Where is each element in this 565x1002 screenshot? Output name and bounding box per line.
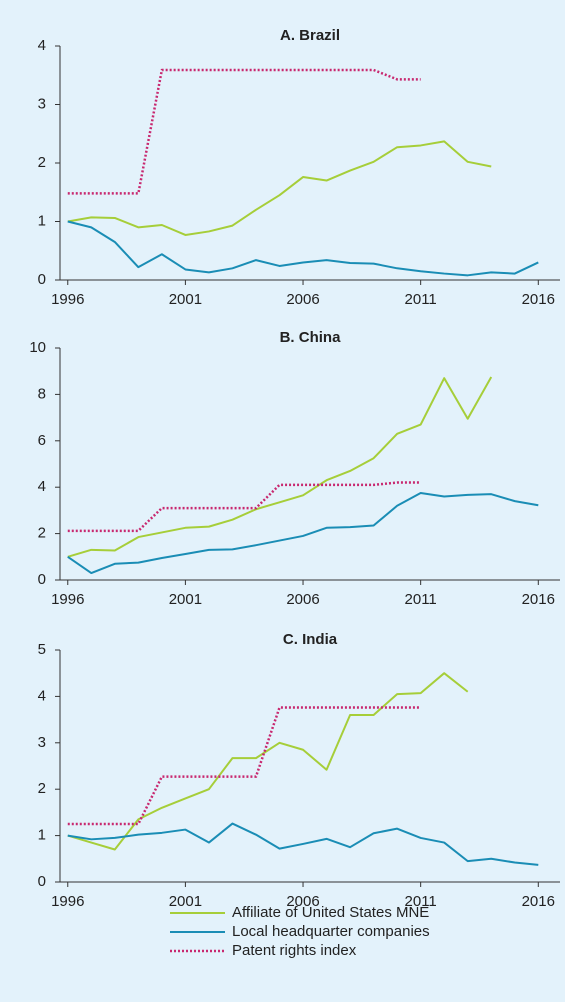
series-line (67, 822, 539, 866)
x-tick-label: 2001 (169, 291, 202, 308)
series-line (67, 706, 421, 826)
y-tick-label: 2 (38, 780, 46, 797)
legend-label: Affiliate of United States MNE (232, 904, 429, 921)
x-tick-label: 2001 (169, 591, 202, 608)
y-tick-label: 8 (38, 385, 46, 402)
x-tick-label: 2006 (286, 893, 319, 910)
y-tick-label: 4 (38, 37, 46, 54)
series-line (67, 68, 421, 195)
legend-label: Local headquarter companies (232, 923, 430, 940)
y-tick-label: 10 (29, 339, 46, 356)
y-tick-label: 3 (38, 734, 46, 751)
y-tick-label: 4 (38, 687, 46, 704)
chart-title: A. Brazil (280, 27, 340, 44)
y-tick-label: 4 (38, 478, 46, 495)
y-tick-label: 1 (38, 212, 46, 229)
legend-label: Patent rights index (232, 942, 357, 959)
y-tick-label: 5 (38, 641, 46, 658)
x-tick-label: 2011 (405, 291, 437, 308)
series-line (67, 492, 539, 575)
x-tick-label: 1996 (51, 291, 84, 308)
y-tick-label: 0 (38, 571, 46, 588)
x-tick-label: 2016 (522, 893, 555, 910)
x-tick-label: 1996 (51, 893, 84, 910)
x-tick-label: 1996 (51, 591, 84, 608)
series-line (67, 220, 539, 277)
series-line (67, 140, 492, 236)
y-tick-label: 2 (38, 525, 46, 542)
y-tick-label: 0 (38, 873, 46, 890)
x-tick-label: 2016 (522, 291, 555, 308)
y-tick-label: 0 (38, 271, 46, 288)
y-tick-label: 6 (38, 432, 46, 449)
x-tick-label: 2001 (169, 893, 202, 910)
x-tick-label: 2006 (286, 591, 319, 608)
y-tick-label: 3 (38, 95, 46, 112)
x-tick-label: 2011 (405, 893, 437, 910)
series-line (67, 672, 469, 851)
series-line (67, 376, 493, 558)
chart-title: C. India (283, 631, 338, 648)
y-tick-label: 1 (38, 827, 46, 844)
chart-title: B. China (280, 329, 341, 346)
x-tick-label: 2011 (405, 591, 437, 608)
x-tick-label: 2006 (286, 291, 319, 308)
series-line (67, 481, 421, 533)
y-tick-label: 2 (38, 154, 46, 171)
x-tick-label: 2016 (522, 591, 555, 608)
